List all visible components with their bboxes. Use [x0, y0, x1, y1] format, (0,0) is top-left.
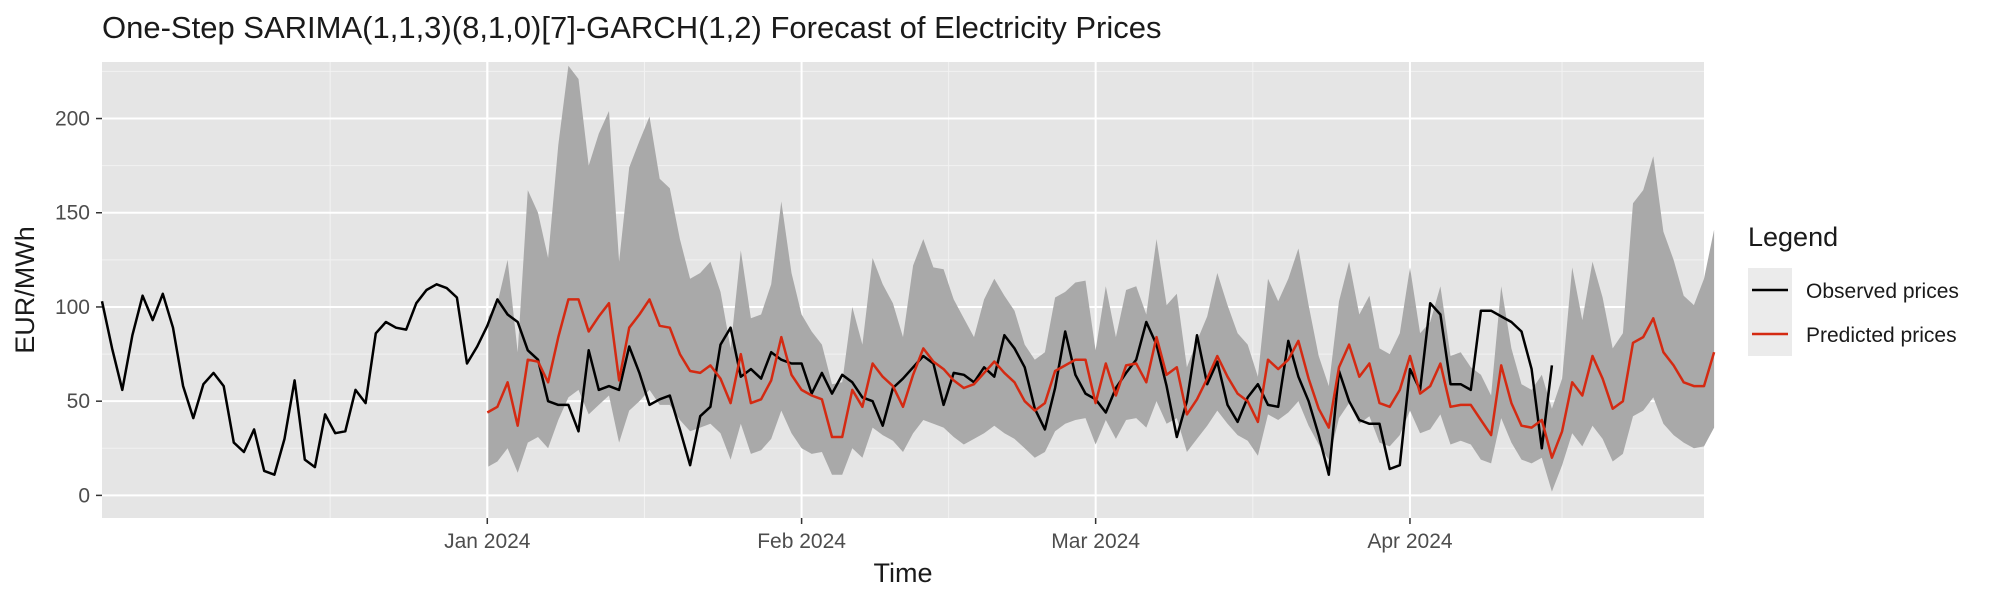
- x-tick-label: Feb 2024: [757, 530, 846, 553]
- x-tick-label: Jan 2024: [444, 530, 531, 553]
- grid-lines: [102, 62, 1704, 518]
- axes: 0 50 100 150 200 Jan 2024 Feb 2024 Mar 2024 Apr …: [55, 108, 1453, 553]
- chart-title: One-Step SARIMA(1,1,3)(8,1,0)[7]-GARCH(1…: [102, 10, 1161, 45]
- x-tick-label: Apr 2024: [1367, 530, 1453, 553]
- x-tick-label: Mar 2024: [1051, 530, 1140, 553]
- legend-label-predicted: Predicted prices: [1806, 324, 1957, 347]
- y-axis-label: EUR/MWh: [10, 226, 40, 354]
- legend: Legend Observed prices Predicted prices: [1748, 222, 1959, 356]
- series-lines: [100, 283, 1716, 476]
- observed-prices-line: [100, 283, 1554, 476]
- y-tick-label: 100: [55, 296, 90, 319]
- predicted-prices-line: [486, 298, 1716, 459]
- x-axis-label: Time: [874, 558, 933, 588]
- legend-label-observed: Observed prices: [1806, 280, 1959, 303]
- y-tick-label: 0: [78, 484, 90, 507]
- y-tick-label: 50: [67, 390, 90, 413]
- y-tick-label: 200: [55, 108, 90, 131]
- legend-title: Legend: [1748, 222, 1838, 252]
- y-tick-label: 150: [55, 202, 90, 225]
